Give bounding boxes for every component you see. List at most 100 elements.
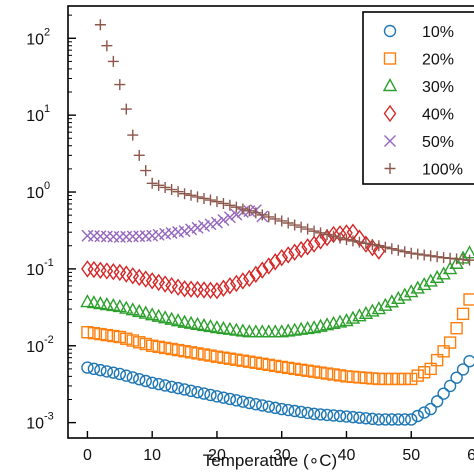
data-point: [276, 215, 288, 227]
data-point: [223, 352, 237, 365]
data-point: [269, 213, 281, 225]
series-triangle: [80, 245, 474, 338]
data-point: [203, 318, 218, 333]
y-tick-exponent: -3: [44, 411, 54, 423]
data-point: [171, 343, 185, 357]
data-point: [158, 341, 172, 355]
data-point: [365, 303, 380, 317]
data-point: [164, 311, 179, 325]
data-point: [190, 316, 205, 330]
legend-label: 20%: [422, 52, 454, 69]
data-point: [210, 216, 223, 229]
data-point: [378, 297, 393, 311]
data-point: [353, 411, 366, 424]
data-point: [327, 368, 340, 381]
data-point: [417, 276, 432, 291]
data-point: [397, 287, 412, 301]
x-tick-label: 60: [467, 447, 474, 464]
data-point: [373, 240, 385, 252]
series-plus: [94, 19, 474, 266]
data-point: [170, 313, 186, 327]
data-point: [158, 379, 172, 392]
y-tick-exponent: 2: [44, 26, 50, 38]
data-point: [138, 305, 153, 319]
data-point: [236, 354, 250, 367]
data-point: [385, 413, 399, 426]
data-point: [101, 40, 113, 52]
data-point: [262, 400, 275, 413]
y-tick-base: 10: [26, 416, 44, 433]
data-point: [366, 372, 379, 385]
data-point: [99, 297, 115, 311]
data-point: [353, 371, 366, 384]
data-point: [255, 261, 269, 279]
data-point: [431, 251, 443, 263]
data-point: [126, 371, 139, 384]
data-point: [327, 409, 340, 422]
data-point: [224, 199, 236, 211]
x-axis-label: Temperature (∘C): [203, 451, 337, 470]
data-point: [462, 245, 474, 259]
data-point: [392, 244, 404, 256]
data-point: [275, 248, 289, 267]
data-point: [294, 405, 308, 419]
legend-label: 30%: [422, 79, 454, 96]
data-point: [340, 410, 353, 423]
data-point: [405, 247, 417, 259]
data-point: [145, 376, 159, 389]
y-tick-label: 10-2: [26, 334, 54, 356]
legend-entry: 100%: [384, 162, 463, 179]
data-point: [302, 223, 314, 235]
data-point: [294, 240, 308, 259]
data-point: [256, 399, 269, 412]
data-point: [81, 361, 94, 374]
series-circle: [81, 354, 474, 426]
data-point: [146, 177, 158, 189]
data-point: [152, 377, 165, 391]
data-point: [334, 232, 346, 244]
data-point: [347, 235, 359, 247]
data-point: [256, 357, 269, 371]
data-point: [384, 294, 399, 308]
legend-entry: 30%: [382, 78, 454, 96]
data-point: [314, 408, 327, 421]
data-point: [412, 248, 424, 260]
series-layer: [80, 19, 474, 426]
data-point: [262, 358, 275, 372]
data-point: [288, 404, 301, 418]
data-point: [340, 370, 353, 383]
data-point: [314, 366, 327, 379]
data-point: [315, 227, 327, 239]
data-point: [107, 329, 120, 343]
data-point: [191, 386, 204, 399]
x-tick-label: 50: [402, 447, 420, 464]
data-point: [430, 395, 444, 408]
data-point: [430, 353, 444, 367]
data-point: [126, 334, 139, 347]
data-point: [153, 179, 165, 191]
data-point: [210, 390, 224, 403]
legend-marker: [382, 78, 398, 92]
data-point: [236, 395, 250, 408]
data-point: [405, 413, 418, 426]
y-tick-base: 10: [26, 339, 44, 356]
x-tick-label: 10: [143, 447, 161, 464]
legend-label: 100%: [422, 162, 463, 179]
data-point: [429, 269, 445, 284]
legend-frame: [362, 11, 474, 185]
data-point: [320, 367, 334, 380]
data-point: [339, 313, 354, 327]
legend-marker: [383, 52, 397, 65]
data-point: [100, 365, 114, 378]
data-point: [198, 192, 210, 204]
data-point: [372, 413, 386, 426]
y-tick-exponent: -2: [44, 334, 54, 346]
data-point: [437, 387, 450, 400]
data-point: [159, 181, 171, 193]
data-point: [288, 243, 302, 261]
legend-items: 10% 20% 30% 40% 50% 100%: [382, 24, 463, 179]
data-point: [127, 129, 139, 141]
legend-entry: 50%: [384, 134, 454, 151]
data-point: [262, 257, 276, 275]
data-point: [230, 353, 243, 366]
